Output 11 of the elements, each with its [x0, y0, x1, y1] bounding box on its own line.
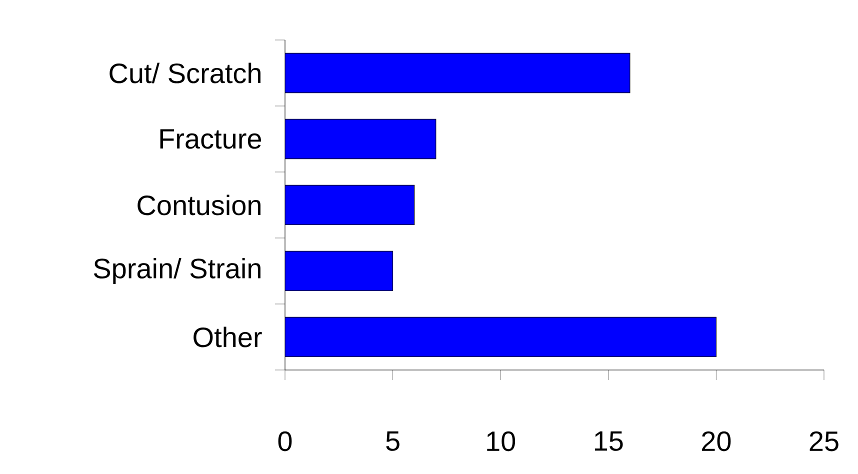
- x-tick-label: 0: [278, 431, 292, 452]
- x-tick-label: 5: [386, 431, 400, 451]
- y-tick-label: Other: [194, 326, 262, 348]
- x-tick-label: 20: [702, 431, 731, 452]
- x-tick-label: 10: [487, 431, 516, 452]
- x-tick-label: 15: [594, 431, 623, 451]
- x-tick-label: 25: [810, 431, 838, 452]
- y-tick-label: Cut/ Scratch: [110, 62, 260, 84]
- y-tick-label: Fracture: [160, 129, 262, 149]
- y-tick-label: Sprain/ Strain: [94, 258, 260, 284]
- y-tick-label: Contusion: [138, 194, 260, 216]
